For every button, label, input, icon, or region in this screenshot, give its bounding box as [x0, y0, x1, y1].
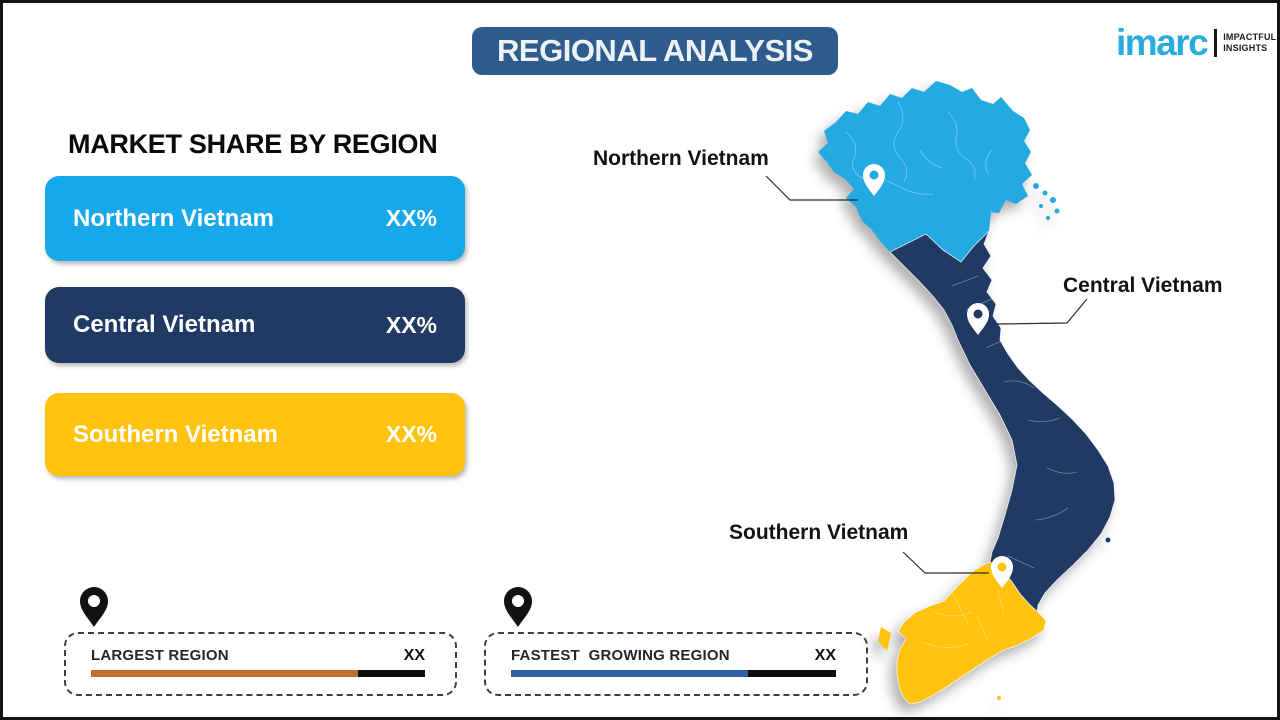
share-bar-northern-label: Northern Vietnam [73, 204, 274, 232]
map-pin-central [967, 303, 989, 335]
largest-region-pin-icon [80, 587, 108, 627]
region-southern-vietnam [896, 561, 1047, 705]
share-bar-central-value: XX% [385, 311, 437, 338]
northern-islands [1033, 183, 1060, 220]
map-label-southern-vietnam: Southern Vietnam [729, 521, 909, 544]
logo-tagline: IMPACTFUL INSIGHTS [1223, 32, 1276, 53]
connector-southern [902, 551, 989, 574]
fastest-growing-region-box: FASTEST GROWING REGION XX [484, 632, 868, 696]
map-label-central-vietnam: Central Vietnam [1063, 274, 1223, 297]
share-bar-central-label: Central Vietnam [73, 311, 256, 338]
largest-region-progress-fill [91, 670, 359, 677]
fastest-growing-region-label: FASTEST GROWING REGION [511, 647, 730, 664]
logo-divider [1214, 28, 1218, 57]
share-bar-central: Central Vietnam XX% [45, 287, 465, 363]
region-northern-vietnam [818, 81, 1032, 262]
share-bar-southern: Southern Vietnam XX% [45, 393, 465, 476]
page-title: REGIONAL ANALYSIS [472, 27, 838, 75]
market-share-heading: MARKET SHARE BY REGION [68, 129, 438, 159]
share-bar-northern-value: XX% [385, 205, 437, 231]
central-island [1105, 537, 1111, 543]
southern-island [997, 696, 1001, 700]
largest-region-progress-track [91, 670, 425, 677]
share-bar-northern: Northern Vietnam XX% [45, 176, 465, 261]
fastest-growing-region-pin-icon [504, 587, 532, 627]
logo-tagline-line2: INSIGHTS [1223, 42, 1268, 53]
label-connectors [765, 175, 1088, 574]
largest-region-box: LARGEST REGION XX [64, 632, 457, 696]
map-label-northern-vietnam: Northern Vietnam [593, 147, 769, 170]
map-pin-northern [863, 164, 885, 196]
logo-tagline-line1: IMPACTFUL [1223, 32, 1277, 43]
largest-region-value: XX [403, 647, 425, 664]
connector-northern [765, 175, 858, 201]
province-borders [845, 101, 1078, 648]
page-title-text: REGIONAL ANALYSIS [497, 33, 813, 68]
imarc-logo-text: imarc [1116, 22, 1209, 63]
largest-region-label: LARGEST REGION [91, 647, 229, 664]
fastest-growing-region-progress-fill [511, 670, 749, 677]
share-bar-southern-label: Southern Vietnam [73, 420, 278, 448]
fastest-growing-region-value: XX [814, 647, 836, 664]
brand-logo: imarc IMPACTFUL INSIGHTS [1116, 24, 1276, 61]
share-bar-southern-value: XX% [385, 421, 437, 447]
connector-central [996, 298, 1088, 325]
fastest-growing-region-progress-track [511, 670, 836, 677]
phu-quoc-island [878, 627, 891, 651]
map-pin-southern [991, 556, 1013, 588]
